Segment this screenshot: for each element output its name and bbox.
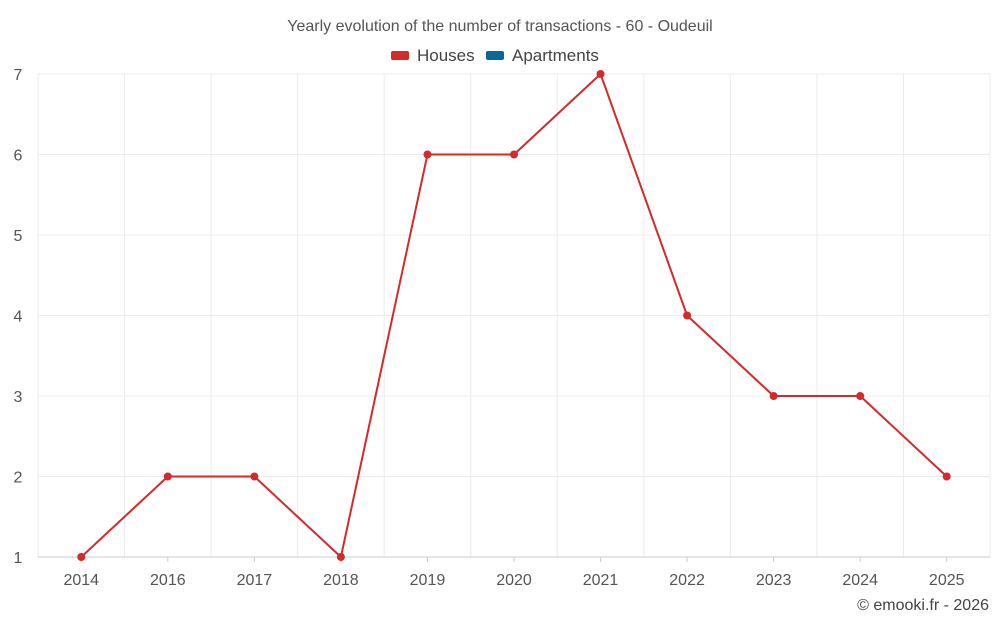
x-tick-label: 2019 (410, 572, 446, 589)
data-point-houses[interactable] (769, 392, 778, 400)
x-tick-label: 2014 (63, 572, 99, 589)
y-tick-label: 5 (14, 228, 23, 245)
credit-text: © emooki.fr - 2026 (857, 597, 989, 614)
data-point-houses[interactable] (942, 472, 951, 481)
legend: Houses Apartments (391, 46, 599, 65)
y-tick-label: 7 (14, 67, 23, 84)
chart-title: Yearly evolution of the number of transa… (287, 18, 712, 35)
y-tick-label: 4 (14, 309, 23, 326)
data-point-houses[interactable] (423, 150, 432, 159)
data-point-houses[interactable] (596, 70, 605, 78)
legend-swatch-houses (391, 51, 409, 60)
x-tick-label: 2020 (496, 572, 532, 589)
x-tick-label: 2016 (150, 572, 186, 589)
axes: 1 2 3 4 5 6 7 2014 2016 2017 2018 2019 2020 2021 2022 2… (14, 67, 990, 589)
data-point-houses[interactable] (683, 311, 692, 320)
legend-label-apartments: Apartments (512, 46, 599, 65)
series (77, 70, 951, 561)
x-tick-label: 2024 (842, 572, 878, 589)
x-tick-label: 2025 (929, 572, 965, 589)
x-tick-label: 2017 (237, 572, 273, 589)
legend-swatch-apartments (486, 51, 504, 60)
data-point-houses[interactable] (856, 392, 865, 400)
grid (37, 73, 991, 557)
y-tick-label: 6 (14, 148, 23, 165)
legend-item-houses[interactable]: Houses (391, 46, 475, 65)
legend-label-houses: Houses (417, 46, 475, 65)
x-tick-label: 2018 (323, 572, 359, 589)
data-point-houses[interactable] (77, 553, 86, 561)
x-tick-label: 2021 (583, 572, 619, 589)
legend-item-apartments[interactable]: Apartments (486, 46, 599, 65)
x-tick-label: 2022 (669, 572, 705, 589)
data-point-houses[interactable] (163, 472, 172, 481)
y-tick-label: 3 (14, 389, 23, 406)
data-point-houses[interactable] (510, 150, 518, 159)
y-tick-label: 2 (14, 470, 23, 487)
y-tick-label: 1 (14, 550, 23, 567)
data-point-houses[interactable] (336, 553, 345, 561)
data-point-houses[interactable] (250, 472, 259, 481)
x-tick-label: 2023 (756, 572, 792, 589)
